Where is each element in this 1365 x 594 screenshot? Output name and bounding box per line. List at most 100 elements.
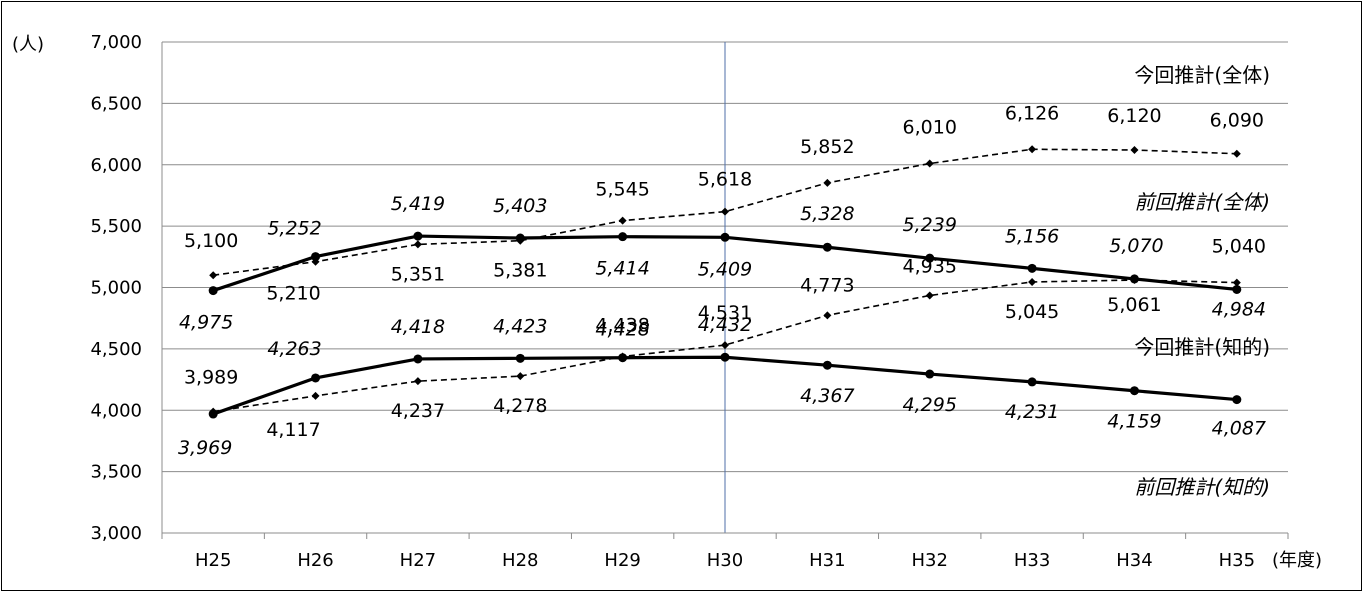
x-tick-label: H28 <box>502 550 538 571</box>
series-layer <box>208 145 1242 419</box>
series-title-previous-intellectual: 前回推計(知的) <box>1134 475 1270 499</box>
data-label: 5,618 <box>698 169 752 191</box>
data-point-circle <box>720 352 730 362</box>
data-label: 4,159 <box>1107 411 1161 433</box>
data-point-circle <box>618 353 628 363</box>
data-point-diamond <box>1130 146 1139 155</box>
data-label: 5,852 <box>800 136 854 158</box>
data-point-diamond <box>209 271 218 280</box>
data-label: 5,545 <box>595 179 649 201</box>
x-tick-label: H25 <box>195 550 231 571</box>
data-label: 4,418 <box>391 316 445 338</box>
y-tick-label: 6,000 <box>90 155 142 176</box>
data-point-circle <box>925 369 935 379</box>
x-tick-label: H34 <box>1116 550 1152 571</box>
data-label: 6,090 <box>1210 110 1264 132</box>
data-point-circle <box>208 286 218 296</box>
series-line <box>213 279 1237 413</box>
data-label: 5,328 <box>800 203 854 225</box>
data-point-diamond <box>1232 278 1241 287</box>
data-label: 4,263 <box>267 338 321 360</box>
data-label: 5,210 <box>266 283 320 305</box>
axis-layer: 3,000 3,500 4,000 4,500 5,000 5,500 6,000 6,500… <box>90 32 1289 571</box>
y-tick-label: 7,000 <box>90 32 142 53</box>
data-point-circle <box>1027 263 1037 273</box>
data-label: 4,295 <box>903 394 957 416</box>
x-tick-label: H32 <box>912 550 948 571</box>
data-label: 5,403 <box>493 195 547 217</box>
x-tick-label: H26 <box>297 550 333 571</box>
data-point-diamond <box>516 372 525 381</box>
data-point-circle <box>1232 284 1242 294</box>
data-label: 4,117 <box>266 419 320 441</box>
data-point-diamond <box>721 207 729 216</box>
x-tick-label: H35 <box>1219 550 1255 571</box>
data-label: 4,231 <box>1005 401 1059 423</box>
data-point-diamond <box>1130 276 1139 285</box>
data-point-diamond <box>823 311 832 320</box>
data-label: 4,438 <box>595 314 649 336</box>
x-tick-label: H30 <box>707 550 743 571</box>
data-label: 4,531 <box>698 302 752 324</box>
y-tick-label: 4,000 <box>90 400 142 421</box>
x-tick-label: H33 <box>1014 550 1050 571</box>
data-point-circle <box>515 353 525 363</box>
data-point-diamond <box>413 240 422 249</box>
data-point-diamond <box>721 341 729 350</box>
data-label: 5,252 <box>267 218 321 240</box>
data-point-diamond <box>413 377 422 386</box>
data-label: 4,773 <box>800 274 854 296</box>
data-point-circle <box>208 409 218 419</box>
data-point-circle <box>1232 395 1242 405</box>
data-point-diamond <box>1028 277 1037 286</box>
series-title-previous-total: 前回推計(全体) <box>1134 190 1270 214</box>
data-point-circle <box>413 231 423 241</box>
y-axis-unit: (人) <box>12 34 44 55</box>
data-point-circle <box>822 242 832 252</box>
data-point-circle <box>720 232 730 242</box>
series-line <box>213 148 1237 277</box>
data-label: 3,989 <box>184 367 238 389</box>
data-label: 4,087 <box>1212 418 1266 440</box>
data-label: 5,040 <box>1212 236 1266 258</box>
data-label: 4,428 <box>595 319 649 341</box>
label-layer: 5,100 5,210 5,351 5,381 5,545 5,618 5,852 6,010… <box>178 102 1266 459</box>
x-axis-unit: (年度) <box>1272 550 1322 571</box>
data-label: 4,975 <box>179 312 233 334</box>
data-label: 4,367 <box>800 385 854 407</box>
data-point-circle <box>515 233 525 243</box>
data-point-diamond <box>925 291 934 300</box>
data-point-circle <box>311 252 321 262</box>
y-tick-label: 3,500 <box>90 462 142 483</box>
y-tick-label: 4,500 <box>90 339 142 360</box>
data-label: 5,419 <box>391 193 445 215</box>
data-point-circle <box>1129 386 1139 396</box>
y-tick-label: 5,000 <box>90 278 142 299</box>
data-label: 6,010 <box>903 117 957 139</box>
data-point-circle <box>1027 377 1037 387</box>
data-label: 5,409 <box>698 258 752 280</box>
data-point-diamond <box>618 216 627 225</box>
data-point-circle <box>618 232 628 242</box>
data-point-circle <box>413 354 423 364</box>
data-label: 3,969 <box>178 437 232 459</box>
data-label: 5,414 <box>595 258 649 280</box>
data-label: 4,237 <box>391 400 445 422</box>
x-tick-label: H29 <box>604 550 640 571</box>
data-point-circle <box>822 360 832 370</box>
data-label: 5,156 <box>1005 225 1059 247</box>
data-point-diamond <box>823 178 832 187</box>
x-tick-label: H27 <box>400 550 436 571</box>
data-label: 6,120 <box>1107 105 1161 127</box>
data-label: 6,126 <box>1005 102 1059 124</box>
data-point-diamond <box>1028 145 1037 154</box>
data-point-diamond <box>311 391 320 400</box>
y-tick-label: 5,500 <box>90 216 142 237</box>
data-label: 5,100 <box>184 230 238 252</box>
data-label: 4,423 <box>493 315 547 337</box>
data-label: 5,070 <box>1109 235 1163 257</box>
data-point-diamond <box>1232 149 1241 158</box>
data-label: 4,432 <box>698 314 752 336</box>
